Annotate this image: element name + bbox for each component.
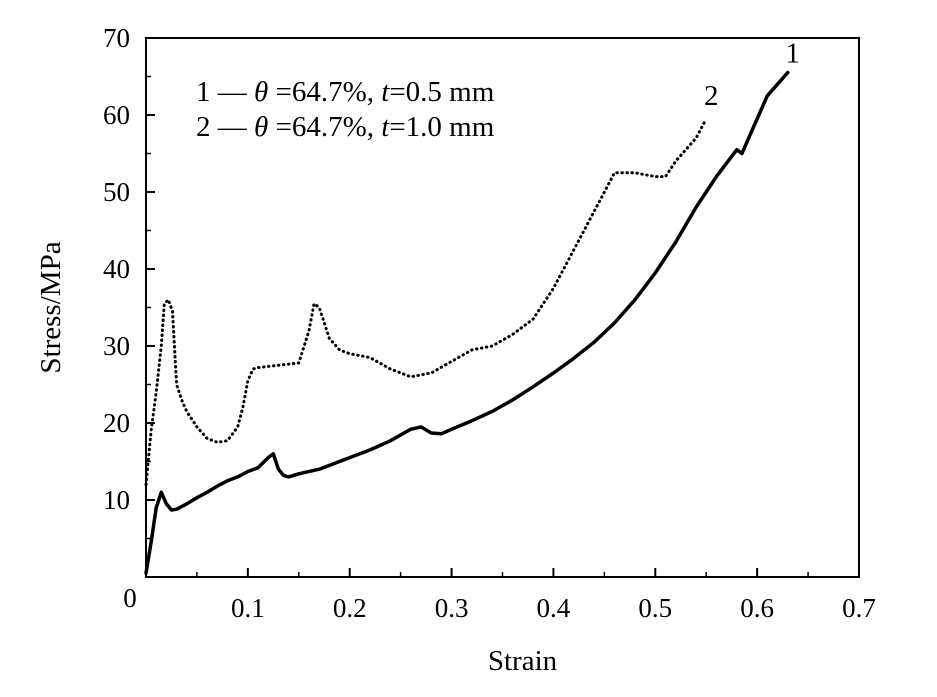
x-tick-label: 0.5 [638, 593, 672, 623]
y-tick-label: 70 [103, 23, 130, 53]
y-tick-label: 50 [103, 177, 130, 207]
y-axis-title: Stress/MPa [35, 241, 67, 373]
x-tick-label: 0.2 [333, 593, 367, 623]
y-tick-label: 40 [103, 254, 130, 284]
legend-entry-1-theta-symbol: θ [254, 76, 268, 108]
legend-entry-1: 1 — θ =64.7%, t=0.5 mm [196, 76, 495, 108]
legend-entry-2-t-symbol: t [381, 111, 390, 143]
legend-entry-2-dash: — [211, 111, 255, 143]
legend-entry-1-number: 1 [196, 76, 211, 108]
legend-entry-1-dash: — [211, 76, 255, 108]
curve-label-2: 2 [704, 80, 719, 112]
y-tick-label: 20 [103, 408, 130, 438]
legend-entry-2: 2 — θ =64.7%, t=1.0 mm [196, 111, 495, 143]
series-1-line [144, 70, 790, 575]
series-2-line [144, 117, 708, 487]
legend-entry-1-t-symbol: t [381, 76, 390, 108]
y-tick-label: 10 [103, 485, 130, 515]
x-axis-title: Strain [488, 645, 558, 677]
y-tick-label: 30 [103, 331, 130, 361]
x-tick-label: 0.6 [740, 593, 774, 623]
x-tick-label: 0.3 [435, 593, 469, 623]
curve-labels: 12 [704, 38, 800, 112]
legend-entry-2-theta-symbol: θ [254, 111, 268, 143]
x-tick-label: 0.4 [537, 593, 571, 623]
legend-entry-2-number: 2 [196, 111, 211, 143]
x-tick-label: 0.1 [231, 593, 265, 623]
legend-entry-1-theta-value: =64.7%, [268, 76, 381, 108]
curve-label-1: 1 [786, 38, 801, 70]
origin-tick-label: 0 [123, 583, 137, 613]
y-tick-label: 60 [103, 100, 130, 130]
legend-entry-2-theta-value: =64.7%, [268, 111, 381, 143]
series-lines [144, 70, 790, 575]
x-axis: 0.1 0.2 0.3 0.4 0.5 0.6 0.7 [196, 568, 876, 623]
y-axis: 10 20 30 40 50 60 70 [103, 23, 155, 540]
legend: 1 — θ =64.7%, t=0.5 mm 2 — θ =64.7%, t=1… [196, 76, 495, 143]
legend-entry-2-t-value: =1.0 mm [389, 111, 494, 143]
x-tick-label: 0.7 [842, 593, 876, 623]
legend-entry-1-t-value: =0.5 mm [389, 76, 494, 108]
